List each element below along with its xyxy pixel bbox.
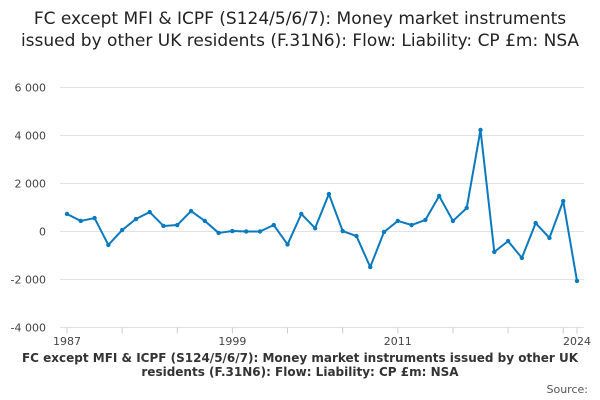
data-point <box>326 191 332 197</box>
data-point <box>230 228 235 234</box>
data-point <box>216 230 221 236</box>
data-point <box>285 242 290 247</box>
data-point <box>354 233 359 239</box>
data-point <box>188 208 194 214</box>
data-point <box>299 211 304 217</box>
data-point <box>505 238 511 244</box>
y-tick-label: 6 000 <box>15 82 47 95</box>
data-point <box>561 198 566 204</box>
data-point <box>574 278 580 284</box>
data-point <box>271 222 276 228</box>
x-tick-label: 1999 <box>218 335 246 348</box>
series-line <box>66 128 578 282</box>
data-point <box>312 225 318 231</box>
chart-caption: FC except MFI & ICPF (S124/5/6/7): Money… <box>21 351 579 379</box>
x-tick-label: 2024 <box>563 335 591 348</box>
y-tick-label: 0 <box>39 226 46 239</box>
data-point <box>464 205 469 211</box>
y-tick-label: -4 000 <box>11 322 46 335</box>
data-point <box>381 229 387 235</box>
data-point <box>340 228 345 234</box>
data-point <box>133 216 139 222</box>
data-point <box>257 229 263 234</box>
data-point <box>243 229 249 234</box>
data-point <box>202 218 208 224</box>
data-point <box>368 264 373 270</box>
y-tick-label: 4 000 <box>15 130 47 143</box>
data-point <box>147 209 152 215</box>
data-point <box>533 220 538 226</box>
x-tick-label: 2011 <box>384 335 412 348</box>
data-point <box>436 193 442 199</box>
data-point <box>161 223 166 229</box>
data-point <box>175 222 180 228</box>
data-point <box>492 249 497 255</box>
data-point <box>450 218 456 224</box>
data-point <box>119 227 125 233</box>
data-point <box>395 218 401 224</box>
y-tick-label: 2 000 <box>15 178 47 191</box>
x-tick-label: 1987 <box>53 335 81 348</box>
data-point <box>519 255 525 261</box>
data-point <box>409 222 414 228</box>
data-point <box>478 127 483 133</box>
data-point <box>92 215 97 221</box>
data-point <box>423 217 428 223</box>
data-point <box>64 211 70 217</box>
chart-title: FC except MFI & ICPF (S124/5/6/7): Money… <box>20 9 580 51</box>
data-point <box>78 218 83 224</box>
y-tick-label: -2 000 <box>11 274 46 287</box>
data-point <box>106 242 111 248</box>
source-label: Source: <box>546 383 589 396</box>
data-point <box>547 235 552 241</box>
